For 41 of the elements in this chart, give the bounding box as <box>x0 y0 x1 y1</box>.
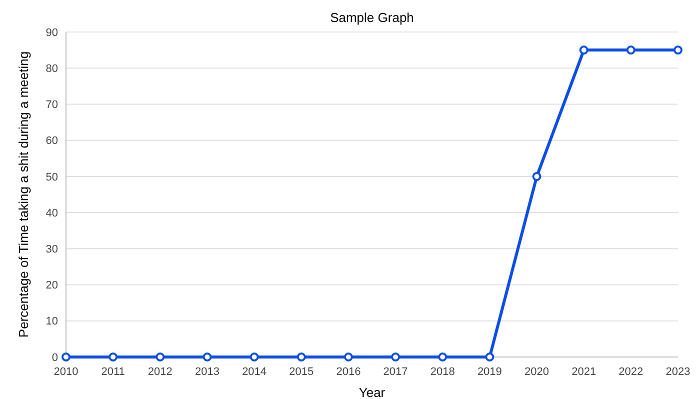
point <box>391 352 400 362</box>
x-tick-label: 2023 <box>666 366 690 378</box>
y-tick-label: 50 <box>46 171 58 184</box>
y-tick-label: 70 <box>46 99 58 112</box>
y-tick-label: 60 <box>46 135 58 148</box>
y-tick-label: 40 <box>46 207 58 220</box>
point <box>485 352 494 362</box>
y-tick-label: 20 <box>46 280 58 292</box>
x-tick-label: 2016 <box>336 366 361 378</box>
point <box>156 352 165 362</box>
y-tick-label: 80 <box>46 62 58 75</box>
x-tick-label: 2017 <box>383 366 408 378</box>
point <box>202 352 212 362</box>
y-tick-label: 90 <box>46 26 58 39</box>
y-tick-label: 30 <box>46 244 58 256</box>
point <box>532 172 542 181</box>
x-tick-label: 2010 <box>54 366 78 378</box>
chart-title: Sample Graph <box>330 10 414 25</box>
point <box>250 352 259 362</box>
x-tick-label: 2020 <box>524 366 550 378</box>
x-tick-label: 2018 <box>430 366 455 378</box>
x-tick-label: 2019 <box>477 366 502 378</box>
x-tick-label: 2011 <box>101 366 125 378</box>
x-tick-label: 2022 <box>618 366 644 378</box>
point <box>438 352 448 362</box>
point <box>344 352 353 362</box>
x-axis-title: Year <box>358 385 386 399</box>
x-tick-label: 2012 <box>148 366 172 378</box>
x-tick-label: 2021 <box>572 366 596 378</box>
point <box>296 352 306 362</box>
point <box>62 352 70 362</box>
point <box>579 46 588 55</box>
y-axis-title: Percentage of Time taking a shit during a meeting <box>16 51 31 338</box>
point <box>674 46 682 55</box>
point <box>626 46 636 55</box>
y-tick-label: 10 <box>46 316 58 328</box>
x-tick-label: 2015 <box>289 366 314 378</box>
x-tick-label: 2014 <box>242 366 267 378</box>
point <box>108 352 118 362</box>
y-tick-label: 0 <box>52 352 58 364</box>
x-tick-label: 2013 <box>194 366 220 378</box>
